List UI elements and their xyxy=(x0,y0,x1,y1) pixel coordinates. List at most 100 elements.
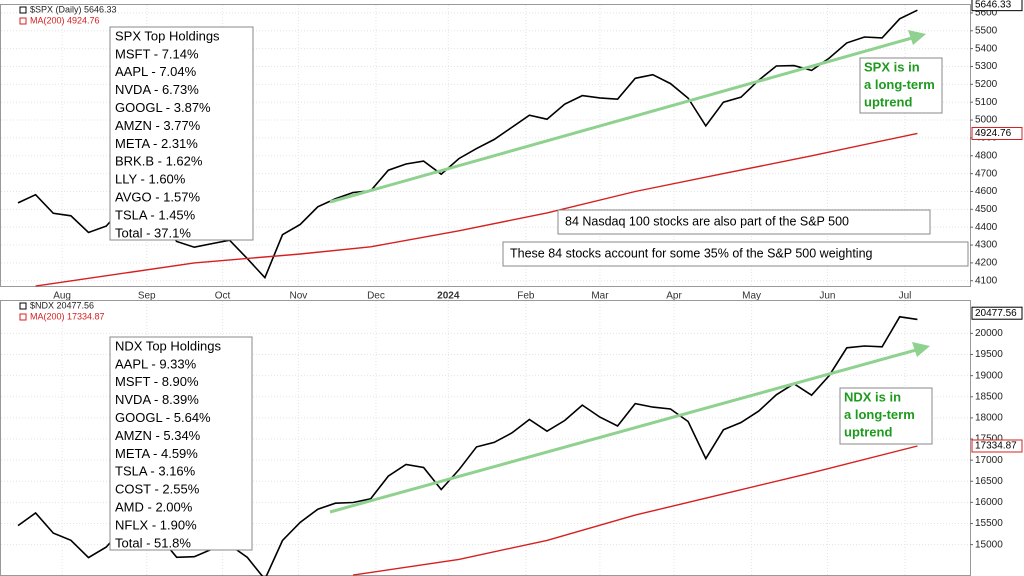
moving-average-line xyxy=(352,445,918,576)
y-tick-label: 19500 xyxy=(975,349,1003,360)
note-box xyxy=(557,209,931,235)
callout-text: uptrend xyxy=(864,94,912,109)
last-value-tag xyxy=(971,306,1023,320)
y-tick-label: 16000 xyxy=(975,497,1003,508)
x-tick-label: Dec xyxy=(367,291,385,302)
last-value-tag xyxy=(971,0,1023,12)
legend-swatch xyxy=(19,17,27,25)
legend-swatch xyxy=(19,313,27,321)
y-tick-label: 4100 xyxy=(975,275,998,286)
holdings-title: NDX Top Holdings xyxy=(115,338,221,353)
y-tick-label: 4300 xyxy=(975,240,998,251)
y-tick-label: 15000 xyxy=(975,539,1003,550)
y-tick-label: 5300 xyxy=(975,61,998,72)
last-value-label: 5646.33 xyxy=(975,0,1012,10)
callout-box xyxy=(859,57,943,114)
holding-item: NVDA - 6.73% xyxy=(115,82,199,97)
y-tick-label: 5600 xyxy=(975,8,998,19)
holding-item: BRK.B - 1.62% xyxy=(115,154,203,169)
holding-item: META - 4.59% xyxy=(115,446,198,461)
holding-item: MSFT - 8.90% xyxy=(115,374,199,389)
moving-average-line xyxy=(35,132,918,287)
x-tick-label: Apr xyxy=(666,291,682,302)
holding-item: AAPL - 9.33% xyxy=(115,356,197,371)
y-tick-label: 4200 xyxy=(975,258,998,269)
y-tick-label: 20000 xyxy=(975,328,1003,339)
legend-entry: $SPX (Daily) 5646.33 xyxy=(30,4,117,14)
holding-item: AMZN - 3.77% xyxy=(115,118,201,133)
legend-swatch xyxy=(19,302,27,310)
holdings-box xyxy=(109,336,253,551)
holding-item: GOOGL - 5.64% xyxy=(115,410,211,425)
holding-item: TSLA - 1.45% xyxy=(115,207,196,222)
x-tick-label: May xyxy=(742,291,761,302)
y-tick-label: 4700 xyxy=(975,168,998,179)
holding-item: Total - 37.1% xyxy=(115,225,191,240)
last-value-tag xyxy=(971,439,1023,453)
callout-box xyxy=(839,387,933,445)
y-tick-label: 4600 xyxy=(975,186,998,197)
callout-text: a long-term xyxy=(844,407,915,422)
holding-item: Total - 51.8% xyxy=(115,535,191,550)
holding-item: META - 2.31% xyxy=(115,136,198,151)
y-tick-label: 4500 xyxy=(975,204,998,215)
arrow-head xyxy=(912,342,930,357)
y-tick-label: 17500 xyxy=(975,434,1003,445)
y-tick-label: 17000 xyxy=(975,455,1003,466)
annotation-arrows xyxy=(329,30,930,514)
holding-item: AAPL - 7.04% xyxy=(115,64,197,79)
y-tick-label: 18500 xyxy=(975,391,1003,402)
legend-entry: $NDX 20477.56 xyxy=(30,300,94,310)
trend-arrow xyxy=(329,36,913,204)
x-tick-label: Sep xyxy=(138,291,156,302)
holding-item: NFLX - 1.90% xyxy=(115,517,197,532)
holding-item: MSFT - 7.14% xyxy=(115,46,199,61)
callout-text: NDX is in xyxy=(844,389,901,404)
holding-item: LLY - 1.60% xyxy=(115,172,186,187)
holding-item: COST - 2.55% xyxy=(115,482,200,497)
y-tick-label: 4800 xyxy=(975,150,998,161)
y-tick-label: 19000 xyxy=(975,370,1003,381)
note-box xyxy=(502,241,969,267)
legend-entry: MA(200) 4924.76 xyxy=(30,15,100,25)
holding-item: AVGO - 1.57% xyxy=(115,190,200,205)
y-tick-label: 5000 xyxy=(975,115,998,126)
y-tick-label: 5100 xyxy=(975,97,998,108)
holding-item: GOOGL - 3.87% xyxy=(115,100,211,115)
y-tick-label: 16500 xyxy=(975,476,1003,487)
x-tick-label: 2024 xyxy=(437,291,460,302)
legend-entry: MA(200) 17334.87 xyxy=(30,311,105,321)
holdings-box xyxy=(109,26,254,241)
legend-swatch xyxy=(19,6,27,14)
y-tick-label: 5400 xyxy=(975,43,998,54)
x-tick-label: Nov xyxy=(289,291,307,302)
y-tick-label: 18000 xyxy=(975,413,1003,424)
last-value-label: 17334.87 xyxy=(975,441,1017,452)
x-tick-label: Mar xyxy=(591,291,609,302)
y-tick-label: 5500 xyxy=(975,25,998,36)
last-value-label: 20477.56 xyxy=(975,308,1017,319)
trend-arrow xyxy=(329,348,917,514)
x-tick-label: Oct xyxy=(215,291,231,302)
note-text: 84 Nasdaq 100 stocks are also part of th… xyxy=(565,214,849,228)
holding-item: AMD - 2.00% xyxy=(115,500,193,515)
x-tick-label: Jun xyxy=(819,291,835,302)
holding-item: NVDA - 8.39% xyxy=(115,392,199,407)
y-tick-label: 4400 xyxy=(975,222,998,233)
y-tick-label: 5200 xyxy=(975,79,998,90)
callout-text: a long-term xyxy=(864,77,935,92)
arrow-head xyxy=(908,30,926,45)
callout-text: uptrend xyxy=(844,424,892,439)
last-value-tag xyxy=(971,126,1023,140)
x-tick-label: Feb xyxy=(517,291,535,302)
holdings-title: SPX Top Holdings xyxy=(115,28,220,43)
x-tick-label: Aug xyxy=(53,291,71,302)
note-text: These 84 stocks account for some 35% of … xyxy=(510,246,873,260)
y-tick-label: 15500 xyxy=(975,518,1003,529)
holding-item: AMZN - 5.34% xyxy=(115,428,201,443)
callout-text: SPX is in xyxy=(864,59,920,74)
x-tick-label: Jul xyxy=(899,291,912,302)
holding-item: TSLA - 3.16% xyxy=(115,464,196,479)
last-value-label: 4924.76 xyxy=(975,128,1012,139)
